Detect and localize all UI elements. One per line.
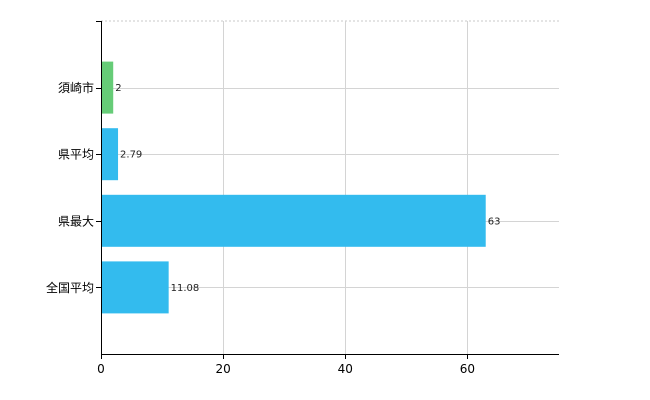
bar [101, 261, 169, 314]
y-tick-label: 県平均 [58, 148, 94, 162]
x-tick-label: 40 [338, 362, 353, 376]
x-tick-label: 0 [97, 362, 105, 376]
x-tick-label: 60 [460, 362, 475, 376]
data-label: 2 [115, 83, 121, 94]
y-tick-label: 県最大 [58, 214, 94, 228]
data-label: 11.08 [171, 283, 200, 294]
grid-lines [101, 20, 559, 354]
axes [101, 21, 559, 355]
data-label: 2.79 [120, 150, 142, 161]
labels: 2 須崎市 2.79 県平均 63 県最大 11.08 全国平均 0 20 40 60 [46, 21, 501, 376]
bars [101, 61, 486, 314]
data-label: 63 [488, 216, 501, 227]
bar [101, 128, 119, 181]
bar [101, 194, 486, 247]
x-tick-label: 20 [215, 362, 230, 376]
bar [101, 61, 114, 114]
y-tick-label: 須崎市 [58, 80, 94, 95]
y-tick-label: 全国平均 [46, 280, 94, 295]
